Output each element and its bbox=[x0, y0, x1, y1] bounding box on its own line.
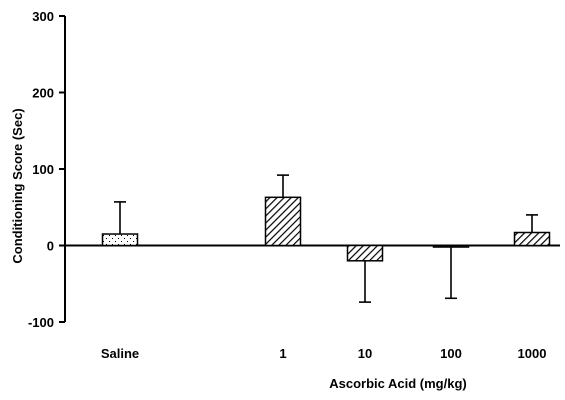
y-tick-label: 300 bbox=[32, 9, 54, 24]
bar-10 bbox=[346, 244, 384, 262]
x-tick-label: 1000 bbox=[518, 346, 547, 361]
x-tick-label: 1 bbox=[279, 346, 286, 361]
bar-100 bbox=[432, 244, 470, 248]
x-tick-label: 100 bbox=[440, 346, 462, 361]
x-tick-label: Saline bbox=[101, 346, 139, 361]
bar-1000 bbox=[513, 231, 551, 247]
axes-layer bbox=[64, 16, 560, 322]
y-tick-label: -100 bbox=[28, 315, 54, 330]
bars bbox=[101, 196, 551, 262]
x-tick-label: 10 bbox=[358, 346, 372, 361]
y-tick-label: 200 bbox=[32, 86, 54, 101]
y-ticks: -100 0 100 200 300 bbox=[28, 9, 65, 330]
x-axis-label: Ascorbic Acid (mg/kg) bbox=[329, 376, 466, 391]
y-tick-label: 100 bbox=[32, 162, 54, 177]
y-tick-label: 0 bbox=[47, 239, 54, 254]
bar-1 bbox=[264, 196, 302, 247]
x-tick-labels: Saline 1 10 100 1000 bbox=[101, 346, 547, 361]
bar-saline bbox=[101, 233, 139, 247]
error-bars bbox=[114, 174, 538, 303]
y-axis-label: Conditioning Score (Sec) bbox=[10, 108, 25, 263]
